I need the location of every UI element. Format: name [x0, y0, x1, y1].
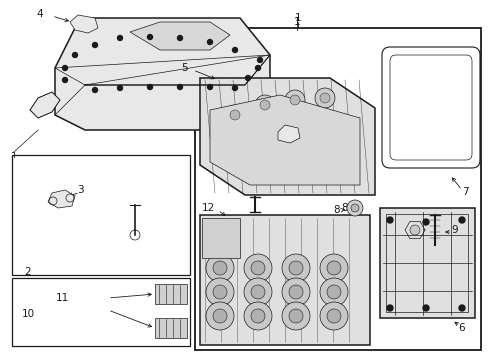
Circle shape	[254, 95, 274, 115]
Circle shape	[213, 261, 226, 275]
Polygon shape	[70, 15, 98, 33]
Circle shape	[326, 309, 340, 323]
Text: 9: 9	[451, 225, 457, 235]
Circle shape	[224, 105, 244, 125]
Text: 1: 1	[294, 13, 301, 23]
Text: 8: 8	[341, 203, 347, 213]
Bar	[385, 214, 467, 312]
Circle shape	[205, 278, 234, 306]
Circle shape	[250, 261, 264, 275]
Circle shape	[422, 219, 428, 225]
Text: 3: 3	[77, 185, 83, 195]
Polygon shape	[55, 18, 269, 130]
Polygon shape	[30, 92, 60, 118]
Bar	[12, 278, 190, 346]
Circle shape	[422, 305, 428, 311]
Circle shape	[62, 77, 67, 82]
Circle shape	[250, 309, 264, 323]
Circle shape	[205, 302, 234, 330]
Text: 4: 4	[314, 115, 321, 125]
Circle shape	[229, 110, 240, 120]
Circle shape	[177, 85, 182, 90]
Circle shape	[232, 86, 237, 90]
Circle shape	[207, 85, 212, 90]
Circle shape	[244, 254, 271, 282]
Text: 5: 5	[182, 63, 188, 73]
Circle shape	[260, 100, 269, 110]
Bar	[155, 284, 186, 304]
Circle shape	[245, 76, 250, 81]
Circle shape	[255, 66, 260, 71]
Circle shape	[282, 302, 309, 330]
Circle shape	[289, 95, 299, 105]
Polygon shape	[130, 22, 229, 50]
Circle shape	[92, 87, 97, 93]
Text: 6: 6	[458, 323, 465, 333]
Text: 2: 2	[24, 267, 31, 277]
Circle shape	[282, 254, 309, 282]
Text: 10: 10	[22, 309, 35, 319]
Circle shape	[250, 285, 264, 299]
Circle shape	[409, 225, 419, 235]
Polygon shape	[202, 218, 240, 258]
Circle shape	[346, 200, 362, 216]
Circle shape	[147, 35, 152, 40]
Circle shape	[458, 217, 464, 223]
Circle shape	[244, 278, 271, 306]
Circle shape	[288, 285, 303, 299]
Polygon shape	[209, 95, 359, 185]
Circle shape	[62, 66, 67, 71]
Bar	[155, 318, 186, 338]
Circle shape	[386, 217, 392, 223]
Circle shape	[92, 42, 97, 48]
Circle shape	[458, 305, 464, 311]
Circle shape	[147, 85, 152, 90]
Circle shape	[319, 302, 347, 330]
Circle shape	[314, 88, 334, 108]
Circle shape	[177, 36, 182, 41]
Circle shape	[319, 93, 329, 103]
Circle shape	[232, 48, 237, 53]
Circle shape	[205, 254, 234, 282]
Circle shape	[350, 204, 358, 212]
Circle shape	[213, 285, 226, 299]
Circle shape	[282, 278, 309, 306]
Polygon shape	[379, 208, 474, 318]
Circle shape	[72, 53, 77, 58]
Circle shape	[326, 285, 340, 299]
Polygon shape	[278, 125, 299, 143]
Polygon shape	[200, 215, 369, 345]
Bar	[195, 28, 480, 350]
Circle shape	[257, 58, 262, 63]
Circle shape	[288, 309, 303, 323]
Circle shape	[386, 305, 392, 311]
Text: 1: 1	[293, 17, 300, 27]
Circle shape	[319, 254, 347, 282]
Circle shape	[117, 86, 122, 90]
Text: 11: 11	[55, 293, 68, 303]
Polygon shape	[200, 78, 374, 195]
Circle shape	[285, 90, 305, 110]
Circle shape	[117, 36, 122, 41]
Circle shape	[288, 261, 303, 275]
Text: 4: 4	[37, 9, 43, 19]
Circle shape	[326, 261, 340, 275]
Text: 8: 8	[333, 205, 339, 215]
Circle shape	[319, 278, 347, 306]
Text: 7: 7	[461, 187, 468, 197]
Polygon shape	[48, 190, 75, 208]
Circle shape	[207, 40, 212, 45]
Text: 12: 12	[201, 203, 214, 213]
Bar	[12, 155, 190, 275]
Circle shape	[213, 309, 226, 323]
Circle shape	[244, 302, 271, 330]
